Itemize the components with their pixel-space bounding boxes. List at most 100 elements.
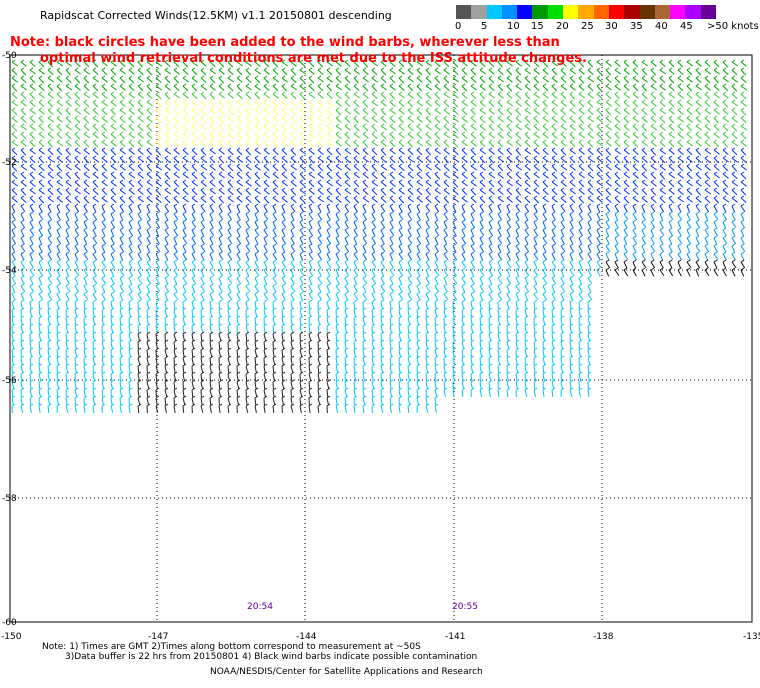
- wind-barb-flag: [578, 267, 583, 271]
- wind-barb: [416, 141, 424, 147]
- wind-barb: [578, 133, 586, 139]
- wind-barb-flag: [389, 299, 394, 303]
- wind-barb: [560, 261, 566, 269]
- wind-barb-flag: [128, 155, 133, 159]
- wind-barb-flag: [452, 243, 457, 247]
- wind-barb: [695, 133, 702, 140]
- wind-barb-flag: [29, 195, 34, 199]
- wind-barb-flag: [452, 235, 457, 239]
- wind-barb: [641, 125, 648, 132]
- wind-barb: [92, 277, 98, 285]
- wind-barb: [155, 117, 162, 123]
- wind-barb: [74, 93, 81, 100]
- wind-barb: [245, 285, 251, 293]
- wind-barb: [641, 229, 646, 237]
- wind-barb-flag: [173, 283, 178, 287]
- wind-barb-flag: [335, 171, 340, 175]
- wind-barb: [38, 117, 45, 124]
- wind-barb: [632, 61, 639, 68]
- wind-barb: [254, 149, 262, 155]
- wind-barb: [380, 301, 383, 309]
- wind-barb-flag: [497, 83, 502, 87]
- wind-barb: [461, 85, 468, 92]
- wind-barb: [362, 285, 367, 293]
- wind-barb: [452, 85, 459, 92]
- wind-barb: [398, 285, 403, 293]
- wind-barb: [353, 237, 358, 245]
- wind-barb: [218, 213, 224, 221]
- wind-barb-flag: [272, 99, 277, 103]
- wind-barb-flag: [218, 155, 223, 159]
- wind-barb-flag: [443, 115, 448, 119]
- wind-barb-flag: [236, 283, 241, 287]
- wind-barb: [326, 277, 332, 285]
- wind-barb: [335, 197, 342, 203]
- wind-barb-flag: [146, 291, 151, 295]
- wind-barb: [92, 285, 97, 293]
- wind-barb: [641, 173, 648, 179]
- wind-barb: [497, 149, 504, 155]
- wind-barb: [74, 213, 79, 221]
- wind-barb: [164, 277, 169, 285]
- wind-barb: [713, 69, 720, 75]
- wind-barb-flag: [92, 235, 97, 239]
- wind-barb: [542, 189, 549, 195]
- wind-barb-flag: [218, 219, 223, 223]
- wind-barb: [65, 149, 72, 156]
- wind-barb-flag: [659, 139, 664, 143]
- wind-barb-flag: [218, 59, 223, 63]
- wind-barb-flag: [272, 203, 277, 207]
- wind-barb: [668, 229, 674, 237]
- wind-barb: [479, 197, 486, 204]
- wind-barb: [272, 197, 280, 203]
- wind-barb: [317, 101, 324, 108]
- wind-barb: [164, 309, 168, 317]
- wind-barb-flag: [542, 211, 547, 215]
- wind-barb-flag: [20, 299, 25, 303]
- wind-barb-flag: [119, 307, 124, 311]
- wind-barb: [506, 149, 513, 156]
- wind-barb-flag: [155, 275, 160, 279]
- wind-barb: [434, 141, 441, 147]
- wind-barb: [596, 101, 604, 107]
- wind-barb-flag: [11, 131, 16, 135]
- wind-barb-flag: [641, 99, 646, 103]
- wind-barb: [101, 133, 108, 139]
- wind-barb: [335, 125, 343, 131]
- wind-barb: [596, 165, 603, 172]
- wind-barb-flag: [542, 83, 547, 87]
- wind-barb-flag: [272, 291, 277, 295]
- wind-barb: [119, 141, 126, 147]
- wind-barb-flag: [524, 187, 529, 191]
- wind-barb: [281, 197, 288, 203]
- wind-barb-flag: [524, 243, 529, 247]
- wind-barb: [128, 197, 135, 204]
- wind-barb: [641, 213, 646, 221]
- wind-barb: [578, 277, 583, 285]
- wind-barb-flag: [623, 195, 628, 199]
- wind-barb-flag: [29, 275, 34, 279]
- wind-barb: [308, 101, 315, 108]
- wind-barb-flag: [29, 147, 34, 151]
- wind-barb-flag: [38, 299, 43, 303]
- wind-barb: [110, 181, 117, 187]
- wind-barb-flag: [398, 243, 403, 247]
- wind-barb-flag: [731, 251, 736, 255]
- wind-barb: [164, 181, 171, 187]
- wind-barb-flag: [101, 275, 106, 279]
- wind-barb: [155, 229, 160, 237]
- wind-barb: [632, 261, 637, 269]
- wind-barb-flag: [11, 283, 16, 287]
- wind-barb: [335, 253, 340, 261]
- wind-barb: [245, 165, 253, 171]
- wind-barb-flag: [371, 275, 376, 279]
- wind-barb-flag: [335, 203, 340, 207]
- wind-barb: [191, 293, 196, 301]
- wind-barb-flag: [335, 67, 340, 71]
- wind-barb: [560, 197, 567, 203]
- wind-barb: [119, 205, 125, 213]
- wind-barb: [578, 85, 585, 91]
- wind-barb-flag: [182, 275, 187, 279]
- wind-barb: [524, 229, 530, 237]
- wind-barb: [281, 221, 287, 229]
